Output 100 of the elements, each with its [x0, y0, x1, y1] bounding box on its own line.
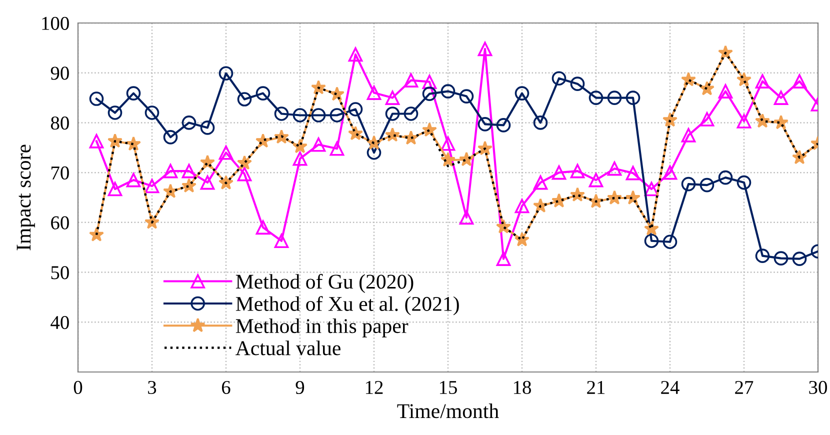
x-tick-label: 24	[661, 380, 680, 394]
point	[348, 102, 363, 116]
point	[89, 134, 104, 148]
point	[681, 176, 696, 192]
point	[478, 42, 492, 56]
point	[792, 74, 807, 88]
y-tick-label: 100	[42, 16, 69, 30]
point	[274, 234, 289, 248]
point	[182, 164, 196, 178]
point	[237, 166, 252, 182]
point	[108, 106, 122, 120]
x-tick-label: 0	[74, 380, 82, 394]
point	[700, 178, 714, 192]
point	[89, 92, 104, 106]
point	[144, 178, 160, 194]
x-tick-label: 12	[366, 380, 383, 394]
point	[385, 106, 400, 121]
point	[755, 248, 770, 263]
point	[496, 118, 511, 132]
point	[533, 116, 548, 130]
point	[552, 71, 566, 86]
point	[292, 108, 308, 122]
x-tick-label: 9	[296, 380, 304, 394]
point	[348, 47, 363, 62]
point	[588, 90, 604, 105]
point	[311, 108, 326, 122]
point	[385, 90, 400, 105]
point	[459, 89, 474, 104]
x-axis-title: Time/month	[397, 404, 499, 418]
point	[330, 108, 344, 122]
point	[144, 106, 160, 120]
point	[422, 86, 437, 101]
point	[662, 234, 678, 250]
point	[607, 90, 622, 105]
y-tick-label: 60	[51, 216, 69, 230]
x-tick-label: 15	[440, 380, 457, 394]
point	[163, 164, 178, 178]
x-tick-label: 27	[735, 380, 754, 394]
y-tick-label: 70	[52, 166, 69, 180]
point	[274, 106, 289, 121]
point	[200, 175, 215, 190]
point	[552, 165, 566, 180]
point	[459, 210, 474, 225]
point	[237, 92, 252, 106]
point	[607, 161, 622, 176]
point	[292, 151, 308, 166]
point	[108, 182, 122, 196]
y-axis-title: Impact score	[16, 144, 35, 250]
point	[126, 86, 141, 100]
x-tick-label: 18	[514, 380, 531, 394]
point	[384, 127, 400, 142]
point	[718, 170, 733, 185]
point	[700, 112, 714, 126]
point	[126, 172, 141, 188]
point	[440, 84, 456, 98]
point	[181, 178, 197, 193]
point	[126, 136, 142, 151]
point	[533, 175, 548, 190]
point	[736, 175, 752, 190]
point	[348, 126, 364, 140]
point	[330, 141, 344, 156]
point	[644, 182, 659, 196]
point	[366, 86, 382, 100]
point	[478, 117, 492, 132]
legend-label: Method in this paper	[236, 318, 408, 338]
x-tick-label: 6	[222, 380, 230, 394]
point	[681, 128, 696, 142]
point	[256, 86, 270, 100]
point	[218, 66, 234, 81]
point	[514, 86, 530, 100]
point	[514, 198, 530, 214]
point	[440, 136, 456, 151]
point	[366, 145, 382, 160]
point	[422, 74, 437, 89]
y-tick-label: 40	[50, 316, 69, 330]
point	[311, 137, 326, 152]
point	[755, 74, 770, 88]
point	[774, 251, 788, 266]
point	[718, 84, 733, 98]
point	[626, 166, 640, 180]
legend-label: Method of Xu et al. (2021)	[236, 296, 459, 316]
y-tick-label: 90	[50, 66, 69, 80]
point	[182, 116, 196, 130]
point	[570, 187, 586, 202]
point	[200, 120, 215, 135]
point	[218, 145, 234, 160]
x-tick-label: 21	[587, 380, 605, 394]
point	[404, 73, 418, 88]
point	[570, 76, 585, 91]
point	[792, 252, 807, 266]
legend-label: Method of Gu (2020)	[236, 274, 414, 293]
point	[626, 90, 640, 105]
point	[774, 90, 788, 105]
x-tick-label: 30	[809, 380, 827, 394]
x-tick-label: 3	[148, 380, 156, 394]
legend-label: Actual value	[236, 340, 340, 356]
point	[570, 164, 585, 178]
point	[404, 106, 418, 121]
point	[440, 152, 456, 167]
point	[644, 234, 659, 248]
